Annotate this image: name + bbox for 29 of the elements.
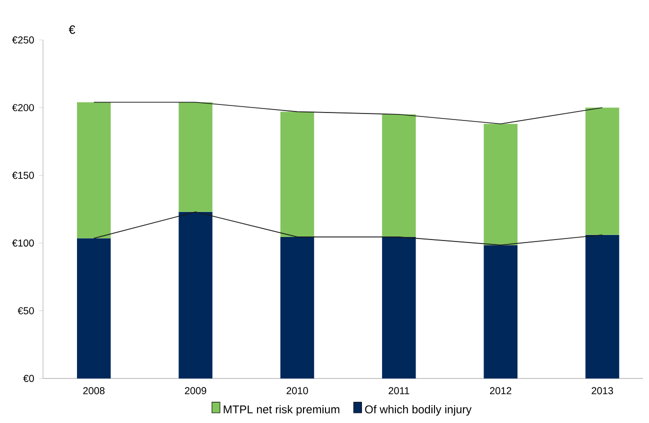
y-tick-label: €250 <box>12 36 34 44</box>
y-tick-label: €100 <box>12 240 34 247</box>
y-tick-label: €200 <box>12 104 34 112</box>
bar <box>484 124 518 246</box>
y-tick-label: €0 <box>23 374 34 382</box>
x-tick-label: 2009 <box>184 387 206 394</box>
bar <box>382 236 416 378</box>
y-tick-label: €150 <box>12 172 34 179</box>
line-series <box>93 102 603 124</box>
bar <box>585 108 620 235</box>
bar <box>280 112 314 237</box>
y-tick-label: €50 <box>18 307 34 314</box>
legend-label: MTPL net risk premium <box>224 405 340 416</box>
x-tick-label: 2011 <box>388 387 410 394</box>
x-tick-label: 2013 <box>592 387 614 394</box>
bar <box>178 102 212 212</box>
bar <box>178 212 212 378</box>
bar <box>280 236 314 378</box>
bar <box>484 245 518 378</box>
y-axis-title: € <box>68 25 76 34</box>
bar <box>76 102 111 238</box>
x-tick-label: 2008 <box>83 387 105 394</box>
bar <box>76 238 111 378</box>
bar <box>382 114 416 237</box>
x-tick-label: 2010 <box>286 387 308 394</box>
line-series <box>93 211 603 246</box>
x-tick-label: 2012 <box>490 387 512 394</box>
legend-label: Of which bodily injury <box>365 405 472 416</box>
bar <box>585 234 620 378</box>
